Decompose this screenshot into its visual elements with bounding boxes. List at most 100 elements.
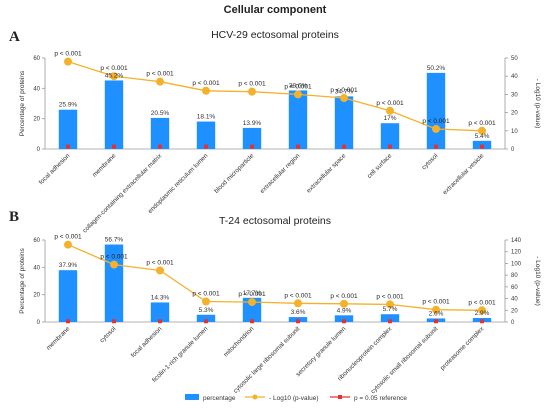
panel-b-pvalue-point: [202, 297, 210, 306]
panel-a-bar-label: 45.2%: [105, 72, 124, 79]
panel-b-right-tick-label: 40: [511, 297, 518, 303]
panel-a-letter: A: [9, 29, 20, 45]
panel-a-bar: [380, 123, 400, 149]
panel-a-bar: [104, 80, 124, 149]
panel-b-pvalue-point: [432, 305, 440, 314]
panel-b-reference-point: [342, 319, 346, 324]
panel-b-bar: [242, 297, 262, 322]
panel-b-reference-point: [250, 319, 254, 324]
panel-a-bar-label: 34.7%: [335, 88, 354, 95]
panel-a-reference-point: [480, 144, 484, 149]
panel-b-bar-label: 17.7%: [243, 290, 262, 297]
panel-a-category-label: extracellular vesicle: [442, 152, 486, 196]
panel-b-right-tick-label: 140: [511, 238, 522, 244]
panel-b-bar-label: 5.7%: [383, 306, 398, 313]
panel-b-bar: [150, 302, 170, 322]
panel-b-pvalue-point: [64, 240, 72, 249]
panel-b-left-tick-label: 20: [33, 293, 40, 299]
panel-b-bar: [334, 315, 354, 322]
panel-a-reference-point: [388, 144, 392, 149]
panel-b-bar-label: 2.9%: [475, 310, 490, 317]
panel-b-category-label: membrane: [45, 325, 72, 352]
panel-a-right-tick-label: 20: [511, 111, 518, 117]
panel-a-pvalue-label: p < 0.001: [330, 87, 358, 94]
panel-b-pvalue-point: [386, 300, 394, 309]
panel-b-letter: B: [9, 209, 19, 225]
panel-a-bar: [150, 117, 170, 149]
panel-a-left-tick-label: 0: [37, 147, 41, 153]
panel-a-reference-point: [66, 144, 70, 149]
panel-b-pvalue-label: p < 0.001: [330, 293, 358, 300]
panel-a-y2label: - Log10 (p-value): [534, 79, 541, 129]
panel-b-bar: [104, 244, 124, 322]
panel-a-right-tick-label: 10: [511, 129, 518, 135]
panel-b-left-tick-label: 60: [33, 238, 40, 244]
panel-b-pvalue-label: p < 0.001: [54, 234, 82, 241]
panel-a-bar-label: 50.2%: [427, 65, 446, 72]
panel-a-ylabel: Percentage of proteins: [19, 70, 26, 136]
panel-b-right-tick-label: 0: [511, 320, 515, 326]
panel-a-bar-label: 17%: [383, 115, 396, 122]
panel-b-right-tick-label: 20: [511, 308, 518, 314]
panel-a-reference-point: [296, 144, 300, 149]
panel-a-pvalue-label: p < 0.001: [238, 81, 266, 88]
panel-a-pvalue-point: [478, 126, 486, 135]
panel-b-pvalue-label: p < 0.001: [192, 291, 220, 298]
panel-a-left-tick-label: 60: [33, 56, 40, 62]
panel-a-bar: [334, 96, 354, 149]
panel-b-y2label: - Log10 (p-value): [534, 256, 541, 306]
panel-b-bar-label: 2.6%: [429, 310, 444, 317]
panel-a-category-label: membrane: [91, 152, 118, 179]
legend-reference-label: p = 0.05 reference: [354, 395, 407, 402]
panel-b-right-tick-label: 120: [511, 250, 522, 256]
panel-a-pvalue-point: [340, 94, 348, 103]
panel-b-pvalue-point: [248, 298, 256, 307]
panel-a-pvalue-label: p < 0.001: [468, 120, 496, 127]
panel-a-pvalue-label: p < 0.001: [376, 100, 404, 107]
panel-a-bar-label: 18.1%: [197, 114, 216, 121]
panel-b-category-label: proteasome complex: [439, 325, 486, 372]
panel-b-bar-label: 5.3%: [199, 307, 214, 314]
panel-b-pvalue-label: p < 0.001: [284, 292, 312, 299]
panel-b-pvalue-point: [156, 266, 164, 275]
panel-b-pvalue-point: [478, 306, 486, 315]
panel-a-bar-label: 25.9%: [59, 102, 78, 109]
panel-a-right-tick-label: 0: [511, 147, 515, 153]
panel-b-bar-label: 37.9%: [59, 262, 78, 269]
panel-b-category-label: secretory granule lumen: [295, 325, 348, 378]
panel-b-reference-point: [296, 319, 300, 324]
panel-a-category-label: extracellular region: [259, 152, 302, 195]
panel-a-pvalue-label: p < 0.001: [284, 83, 312, 90]
panel-a-bar: [58, 109, 78, 149]
panel-b-right-tick-label: 100: [511, 261, 522, 267]
panel-a-left-tick-label: 20: [33, 117, 40, 123]
panel-a-pvalue-point: [294, 90, 302, 99]
legend-reference-swatch-point: [338, 395, 342, 399]
panel-b-pvalue-line: [67, 244, 483, 311]
panel-a-category-label: blood microparticle: [213, 152, 256, 195]
panel-a-category-label: extracellular space: [305, 152, 347, 194]
panel-b-pvalue-point: [340, 299, 348, 308]
panel-a-bar: [196, 121, 216, 149]
panel-a-bar-label: 20.5%: [151, 110, 170, 117]
panel-b-chart: T-24 ectosomal proteins 0 20 40 60 Percentage…: [19, 215, 541, 395]
panel-a-reference-point: [158, 144, 162, 149]
panel-b-reference-point: [388, 319, 392, 324]
panel-b-pvalue-label: p < 0.001: [100, 254, 128, 261]
panel-b-bar-label: 56.7%: [105, 237, 124, 244]
panel-a-category-label: cell surface: [366, 152, 394, 180]
panel-b-ylabel: Percentage of proteins: [19, 248, 26, 314]
panel-b-pvalue-label: p < 0.001: [422, 299, 450, 306]
panel-b-pvalue-label: p < 0.001: [376, 293, 404, 300]
panel-b-title: T-24 ectosomal proteins: [219, 215, 331, 227]
panel-a-bar-label: 13.9%: [243, 120, 262, 127]
panel-a-pvalue-label: p < 0.001: [422, 118, 450, 125]
panel-a-pvalue-line: [67, 60, 483, 132]
panel-a-reference-point: [434, 144, 438, 149]
panel-b-bar-label: 3.6%: [291, 309, 306, 316]
panel-a-category-label: cytosol: [421, 152, 440, 171]
panel-b-category-label: mitochondrion: [222, 325, 255, 358]
panel-a-pvalue-point: [64, 57, 72, 66]
panel-b-category-label: cytosol: [99, 325, 118, 344]
legend-percentage-label: percentage: [203, 395, 236, 402]
